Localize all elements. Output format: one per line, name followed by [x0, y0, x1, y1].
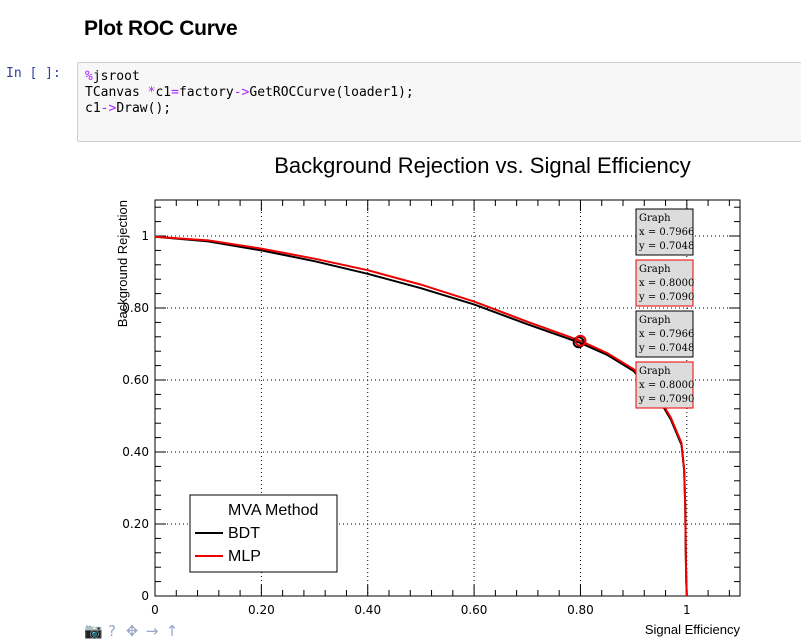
- x-tick-label: 0.40: [354, 603, 381, 617]
- code-token: ->: [233, 85, 250, 100]
- camera-icon[interactable]: 📷: [84, 622, 103, 640]
- x-tick-label: 1: [683, 603, 691, 617]
- tooltip-box: [635, 310, 694, 358]
- highlight-marker: [574, 334, 587, 347]
- y-tick-label: 0: [141, 589, 149, 603]
- chart-title: Background Rejection vs. Signal Efficien…: [274, 153, 691, 178]
- y-tick-label: 0.40: [122, 445, 149, 459]
- code-line: c1->Draw();: [85, 101, 414, 117]
- code-token: factory: [178, 85, 234, 100]
- highlight-marker: [572, 336, 585, 349]
- code-token: ->: [100, 101, 117, 116]
- x-tick-label: 0.60: [461, 603, 488, 617]
- tooltip-x: x = 0.7966: [639, 227, 694, 238]
- x-tick-label: 0.20: [248, 603, 275, 617]
- code-editor[interactable]: %jsroot TCanvas *c1=factory->GetROCCurve(…: [85, 69, 414, 117]
- tooltip-y: y = 0.7090: [638, 292, 694, 303]
- y-tick-label: 0.80: [122, 301, 149, 315]
- help-icon[interactable]: ?: [108, 622, 116, 640]
- tooltip-title: Graph: [639, 213, 671, 224]
- code-line: TCanvas *c1=factory->GetROCCurve(loader1…: [85, 85, 414, 101]
- tooltip-title: Graph: [639, 315, 671, 326]
- y-tick-label: 1: [141, 229, 149, 243]
- code-token: c1: [85, 101, 101, 116]
- code-token: TCanvas: [85, 85, 148, 100]
- tooltip-y: y = 0.7048: [638, 241, 694, 252]
- legend-label: BDT: [228, 525, 260, 542]
- tooltip-box: [635, 259, 694, 307]
- plot-frame: [154, 199, 741, 597]
- code-token: GetROCCurve(loader1);: [249, 85, 414, 100]
- tooltip-x: x = 0.8000: [639, 278, 694, 289]
- code-cell[interactable]: %jsroot TCanvas *c1=factory->GetROCCurve(…: [77, 62, 801, 142]
- series-line-mlp: [154, 235, 688, 597]
- section-heading: Plot ROC Curve: [84, 17, 238, 40]
- x-tick-label: 0: [151, 603, 159, 617]
- y-tick-label: 0.60: [122, 373, 149, 387]
- tooltip-title: Graph: [639, 366, 671, 377]
- cell-prompt: In [ ]:: [6, 66, 61, 81]
- tooltip-title: Graph: [639, 264, 671, 275]
- tooltip-x: x = 0.7966: [639, 329, 694, 340]
- code-token: =: [171, 85, 179, 100]
- code-token: *: [147, 85, 156, 100]
- tooltip-x: x = 0.8000: [639, 380, 694, 391]
- y-axis-label: Background Rejection: [115, 200, 130, 327]
- code-line: %jsroot: [85, 69, 414, 85]
- code-token: jsroot: [92, 69, 140, 84]
- legend-label: MLP: [228, 548, 261, 565]
- y-tick-label: 0.20: [122, 517, 149, 531]
- tooltip-y: y = 0.7090: [638, 394, 694, 405]
- x-axis-label: Signal Efficiency: [645, 622, 741, 637]
- arrow-up-icon[interactable]: ↑: [165, 622, 179, 640]
- tooltip-y: y = 0.7048: [638, 343, 694, 354]
- code-token: c1: [155, 85, 172, 100]
- legend-title: MVA Method: [228, 502, 318, 519]
- roc-chart: Background Rejection vs. Signal Efficien…: [115, 153, 741, 637]
- arrow-right-icon[interactable]: →: [145, 622, 159, 640]
- chart-toolbar: 📷? ✥ → ↑: [84, 623, 180, 639]
- code-token: %: [85, 69, 93, 84]
- tooltip-box: [635, 208, 694, 256]
- x-tick-label: 0.80: [567, 603, 594, 617]
- tooltip-box: [635, 361, 694, 409]
- move-icon[interactable]: ✥: [125, 622, 139, 640]
- code-token: Draw();: [116, 101, 172, 116]
